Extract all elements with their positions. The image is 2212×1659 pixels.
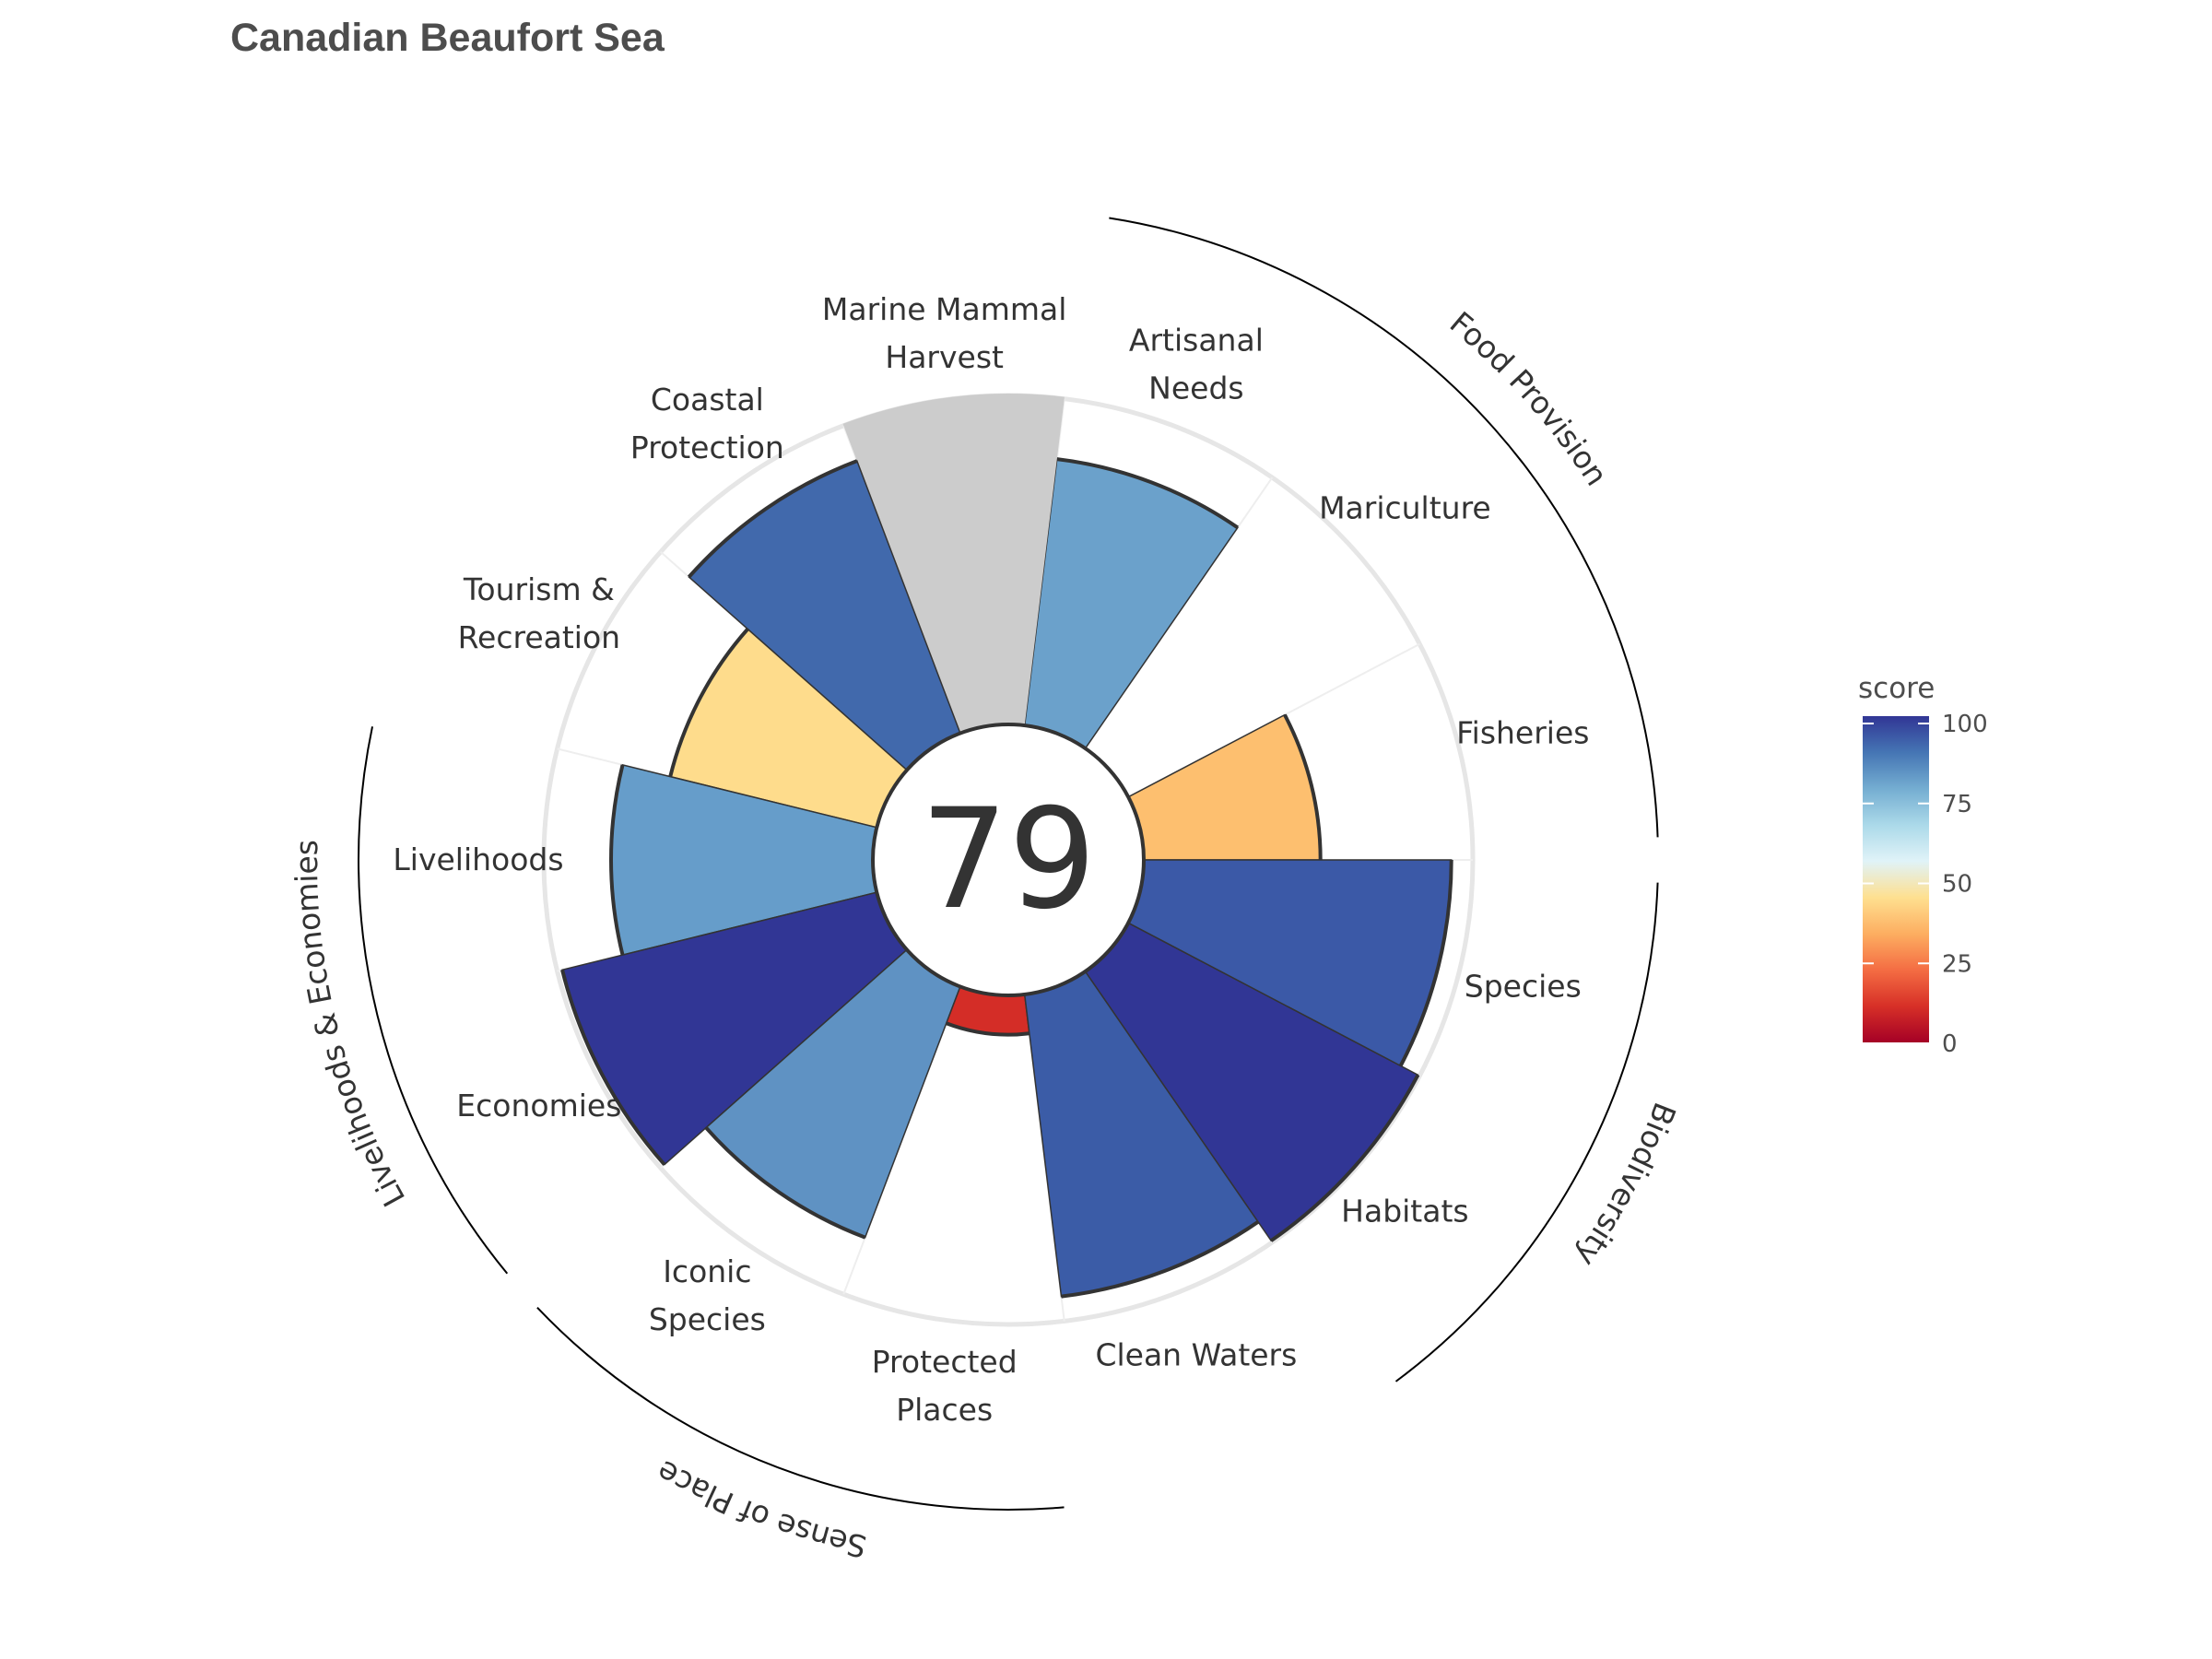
goal-label-fisheries: Fisheries	[1456, 714, 1589, 750]
goal-label-species: Species	[1465, 969, 1582, 1005]
center: 79	[871, 723, 1146, 997]
goal-label-line: Livelihoods	[393, 841, 563, 877]
goal-label-coastal-protection: Coastal Protection	[630, 382, 784, 465]
goal-label-economies: Economies	[456, 1088, 621, 1124]
chart-title: Canadian Beaufort Sea	[230, 16, 665, 60]
petals	[560, 393, 1453, 1299]
group-label-text: Sense of Place	[651, 1453, 870, 1565]
group-label-text: Biodiversity	[1569, 1098, 1684, 1273]
goal-label-protected-places: Protected Places	[872, 1344, 1018, 1428]
goal-label-tourism-recreation: Tourism & Recreation	[458, 571, 620, 655]
group-label-sense-of-place: Sense of Place	[651, 1453, 870, 1565]
goal-label-habitats: Habitats	[1341, 1193, 1468, 1229]
goal-label-clean-waters: Clean Waters	[1095, 1337, 1297, 1373]
legend-tick-label: 25	[1942, 950, 1972, 978]
goal-label-livelihoods: Livelihoods	[393, 841, 563, 877]
petal-fisheries-outline	[1283, 713, 1323, 861]
goal-label-mariculture: Mariculture	[1319, 490, 1491, 526]
legend-title: score	[1858, 672, 1935, 705]
goal-label-line: Economies	[456, 1088, 621, 1124]
goal-label-artisanal-needs: Artisanal Needs	[1129, 322, 1264, 406]
group-label-food-provision: Food Provision	[1443, 304, 1616, 492]
petal-protected-places-outline	[946, 1021, 1030, 1037]
goal-labels: Fisheries Mariculture Artisanal Needs Marine…	[393, 291, 1589, 1428]
petal-livelihoods-outline	[609, 764, 625, 956]
goal-label-line: Needs	[1148, 370, 1243, 406]
goal-label-line: Protection	[630, 429, 784, 465]
overall-score: 79	[921, 780, 1097, 940]
petal-marine-mammal-harvest	[842, 393, 1065, 734]
petal-tourism-recreation-outline	[668, 628, 749, 778]
goal-label-line: Protected	[872, 1344, 1018, 1380]
group-arc-sense-of-place	[536, 1306, 1065, 1511]
petal-coastal-protection-outline	[687, 459, 858, 579]
petal-clean-waters-outline	[1061, 1220, 1260, 1299]
petal-artisanal-needs	[1023, 458, 1239, 750]
goal-label-line: Tourism &	[463, 571, 615, 607]
goal-label-marine-mammal-harvest: Marine Mammal Harvest	[822, 291, 1067, 375]
group-label-text: Livelihoods & Economies	[288, 840, 411, 1213]
legend-ticks: 0 25 50 75 100	[1863, 711, 1988, 1058]
petal-iconic-species-outline	[704, 1126, 866, 1240]
goal-label-line: Iconic	[663, 1253, 751, 1289]
group-arc-livelihoods-economies	[358, 726, 509, 1275]
petal-fisheries	[1127, 713, 1322, 861]
goal-label-line: Marine Mammal	[822, 291, 1067, 327]
legend-tick-label: 50	[1942, 871, 1972, 899]
center-circle	[871, 723, 1146, 997]
goal-label-line: Species	[649, 1301, 766, 1337]
legend-tick-label: 100	[1942, 711, 1988, 738]
group-arc-biodiversity	[1394, 882, 1659, 1382]
goal-label-line: Habitats	[1341, 1193, 1468, 1229]
goal-label-line: Fisheries	[1456, 714, 1589, 750]
goal-label-iconic-species: Iconic Species	[649, 1253, 766, 1337]
goal-label-line: Harvest	[885, 339, 1004, 375]
petal-habitats-outline	[1270, 1074, 1420, 1242]
petal-artisanal-needs-outline	[1056, 457, 1240, 530]
group-label-text: Food Provision	[1443, 304, 1616, 492]
goal-label-line: Clean Waters	[1095, 1337, 1297, 1373]
goal-label-line: Mariculture	[1319, 490, 1491, 526]
legend-tick-label: 0	[1942, 1030, 1958, 1058]
group-label-livelihoods-economies: Livelihoods & Economies	[288, 840, 411, 1213]
group-arc-food-provision	[1109, 217, 1659, 838]
legend-tick-label: 75	[1942, 791, 1972, 818]
goal-label-line: Recreation	[458, 619, 620, 655]
legend: score 0 25 50 75 100	[1858, 672, 1988, 1058]
goal-label-line: Species	[1465, 969, 1582, 1005]
petal-species-outline	[1398, 859, 1453, 1067]
petal-economies-outline	[560, 969, 666, 1166]
goal-label-line: Coastal	[651, 382, 764, 418]
goal-label-line: Artisanal	[1129, 322, 1264, 358]
group-label-biodiversity: Biodiversity	[1569, 1098, 1684, 1273]
goal-label-line: Places	[896, 1392, 993, 1428]
legend-colorbar	[1863, 716, 1929, 1042]
